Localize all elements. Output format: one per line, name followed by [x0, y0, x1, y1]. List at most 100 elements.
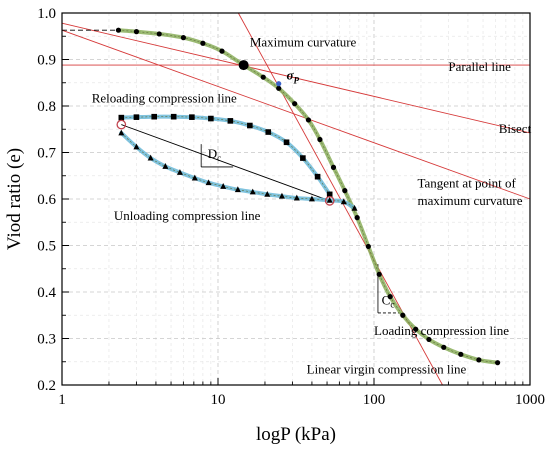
data-point-circle — [305, 117, 312, 123]
data-point-square — [208, 115, 214, 122]
data-point-triangle — [340, 198, 347, 205]
annotation-parallel-line: Parallel line — [448, 59, 511, 74]
y-tick-label: 0.8 — [37, 99, 56, 115]
annotation-reloading-line: Reloading compression line — [92, 90, 237, 105]
data-point-circle — [180, 35, 186, 41]
data-point-square — [265, 129, 272, 135]
data-point-circle — [365, 243, 371, 250]
x-tick-label: 10 — [211, 392, 226, 408]
data-point-triangle — [118, 129, 125, 136]
data-point-circle — [115, 27, 122, 33]
y-tick-label: 0.4 — [37, 285, 56, 301]
data-point-circle — [413, 326, 419, 332]
data-point-triangle — [249, 188, 256, 195]
data-point-circle — [342, 188, 348, 194]
data-point-triangle — [205, 179, 212, 186]
data-point-square — [300, 155, 306, 161]
data-point-circle — [260, 74, 266, 80]
data-point-circle — [376, 271, 382, 277]
dc-symbol: D — [208, 146, 217, 161]
data-point-triangle — [264, 190, 271, 197]
loop-chord-line — [121, 124, 330, 202]
data-point-circle — [426, 336, 432, 343]
data-point-circle — [354, 215, 360, 221]
data-point-triangle — [293, 194, 300, 201]
x-axis-title: logP (kPa) — [256, 424, 336, 445]
data-point-circle — [317, 136, 323, 143]
series-1-fit-curve — [119, 114, 332, 197]
data-point-circle — [200, 40, 206, 46]
annotation-tangent-line-2: maximum curvature — [417, 193, 522, 208]
x-tick-label: 1 — [58, 392, 66, 408]
x-tick-label: 100 — [363, 392, 386, 408]
data-point-square — [247, 122, 253, 129]
data-point-circle — [276, 85, 282, 91]
data-point-triangle — [234, 186, 241, 193]
y-tick-label: 1.0 — [37, 6, 56, 22]
data-point-circle — [292, 101, 298, 107]
data-point-triangle — [220, 183, 227, 189]
tangent-line — [61, 29, 531, 200]
data-point-square — [314, 173, 321, 180]
axes — [61, 12, 531, 386]
bisect-line — [61, 22, 531, 134]
y-tick-label: 0.7 — [37, 146, 56, 162]
x-tick-label: 1000 — [515, 392, 545, 408]
data-point-triangle — [147, 154, 154, 161]
data-point-triangle — [278, 192, 285, 199]
tick-labels: 1 10 100 1000 0.2 0.3 0.4 0.5 0.6 0.7 0.8 0.9 1.0 — [37, 6, 545, 408]
y-axis-title: Viod ratio (e) — [4, 148, 25, 250]
sigma-p-label: σP — [287, 67, 300, 85]
sigma-symbol: σ — [287, 67, 295, 82]
sigma-subscript: P — [294, 75, 300, 85]
annotation-maximum-curvature: Maximum curvature — [250, 34, 357, 49]
data-point-circle — [330, 164, 337, 170]
data-point-circle — [495, 360, 501, 366]
data-point-circle — [458, 351, 464, 357]
data-point-square — [227, 118, 234, 124]
data-point-square — [133, 114, 140, 120]
data-point-circle — [476, 357, 482, 363]
data-point-triangle — [133, 143, 140, 150]
cc-symbol: C — [382, 293, 391, 308]
annotation-tangent-line-1: Tangent at point of — [417, 175, 516, 190]
data-point-circle — [219, 48, 225, 54]
data-point-square — [326, 191, 333, 198]
data-point-circle — [441, 344, 447, 350]
cc-label: Cc — [382, 293, 395, 310]
data-point-square — [170, 113, 177, 120]
data-point-triangle — [191, 174, 198, 181]
annotation-loading-line: Loading compression line — [374, 323, 509, 338]
annotations: Maximum curvature Parallel line Bisect T… — [92, 34, 532, 376]
cc-subscript: c — [390, 300, 394, 310]
dc-label: Dc — [208, 146, 221, 163]
loop-start-marker — [116, 119, 127, 130]
data-point-triangle — [162, 163, 169, 169]
y-tick-label: 0.2 — [37, 378, 56, 394]
data-point-square — [118, 114, 125, 121]
y-tick-label: 0.9 — [37, 53, 56, 69]
preconsolidation-point — [276, 81, 282, 87]
data-point-circle — [133, 29, 140, 35]
max-curvature-point — [238, 60, 249, 71]
dc-subscript: c — [217, 153, 221, 163]
annotation-bisect: Bisect — [499, 121, 532, 136]
loop-end-marker — [324, 196, 335, 206]
data-point-square — [283, 139, 290, 146]
y-tick-label: 0.3 — [37, 332, 56, 348]
data-point-circle — [156, 31, 162, 37]
data-point-circle — [387, 294, 393, 300]
data-point-triangle — [176, 169, 183, 175]
data-point-circle — [400, 312, 406, 318]
symbol-labels: σP Cc Dc — [208, 67, 395, 309]
y-tick-label: 0.6 — [37, 192, 56, 208]
data-point-square — [151, 113, 158, 120]
annotation-virgin-line: Linear virgin compression line — [307, 361, 467, 376]
data-point-triangle — [351, 204, 358, 211]
data-point-square — [189, 114, 195, 120]
data-point-triangle — [308, 195, 315, 202]
annotation-unloading-line: Unloading compression line — [114, 208, 261, 223]
y-tick-label: 0.5 — [37, 239, 56, 255]
data-markers — [115, 27, 501, 366]
